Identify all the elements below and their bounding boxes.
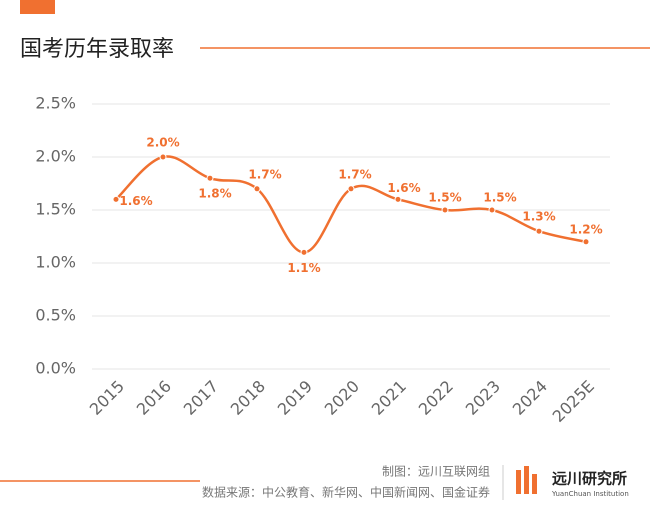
point	[394, 195, 402, 203]
x-tick-label: 2024	[509, 377, 551, 419]
logo-bar	[524, 466, 529, 494]
point	[112, 195, 120, 203]
value-label: 1.6%	[387, 181, 420, 195]
x-tick-label: 2023	[462, 377, 504, 419]
point	[206, 174, 214, 182]
value-label: 1.2%	[569, 222, 602, 236]
y-tick-label: 2.0%	[35, 147, 76, 166]
logo-bar	[532, 474, 537, 494]
y-tick-label: 0.0%	[35, 359, 76, 378]
value-label: 1.7%	[338, 167, 371, 181]
y-tick-label: 0.5%	[35, 306, 76, 325]
y-tick-label: 1.5%	[35, 200, 76, 219]
point	[441, 206, 449, 214]
x-tick-label: 2022	[415, 377, 457, 419]
x-tick-label: 2019	[274, 377, 316, 419]
logo-bar	[516, 470, 521, 494]
x-tick-label: 2015	[86, 377, 128, 419]
logo-name: 远川研究所	[552, 470, 627, 488]
point	[300, 248, 308, 256]
point	[535, 227, 543, 235]
value-label: 1.6%	[119, 194, 152, 208]
value-label: 1.5%	[483, 191, 516, 205]
source: 数据来源：中公教育、新华网、中国新闻网、国金证券	[202, 485, 490, 500]
x-tick-label: 2018	[227, 377, 269, 419]
point	[159, 153, 167, 161]
x-tick-label: 2016	[133, 377, 175, 419]
x-tick-label: 2017	[180, 377, 222, 419]
chart-title: 国考历年录取率	[20, 37, 174, 62]
x-tick-label: 2025E	[549, 377, 598, 426]
corner-block	[20, 0, 55, 14]
point	[253, 185, 261, 193]
point	[488, 206, 496, 214]
value-label: 2.0%	[146, 136, 179, 150]
credit: 制图：远川互联网组	[382, 465, 490, 479]
y-tick-label: 2.5%	[35, 94, 76, 113]
y-tick-label: 1.0%	[35, 253, 76, 272]
value-label: 1.1%	[287, 261, 320, 275]
value-label: 1.3%	[522, 210, 555, 224]
value-label: 1.8%	[198, 187, 231, 201]
point	[582, 238, 590, 246]
x-tick-label: 2020	[321, 377, 363, 419]
point	[347, 185, 355, 193]
logo-subname: YuanChuan Institution	[551, 490, 629, 498]
value-label: 1.7%	[248, 167, 281, 181]
line	[115, 155, 587, 254]
x-tick-label: 2021	[368, 377, 410, 419]
value-label: 1.5%	[428, 191, 461, 205]
